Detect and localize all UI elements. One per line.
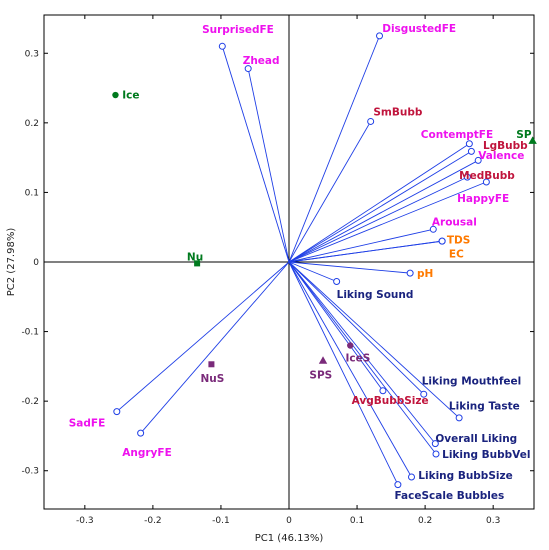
label-liking-taste: Liking Taste (449, 400, 520, 412)
label-surprisedfe: SurprisedFE (202, 24, 274, 36)
vector-valence (288, 160, 479, 263)
loading-point-lgbubb (467, 147, 475, 155)
label-zhead: Zhead (243, 55, 280, 67)
x-tick-label: 0.3 (486, 516, 500, 526)
loading-point-disgustedfe (376, 32, 384, 40)
x-tick-label: -0.1 (212, 516, 230, 526)
label-overall-liking: Overall Liking (435, 433, 517, 445)
label-lgbubb: LgBubb (483, 140, 528, 152)
vector-facescale-bubbles (288, 261, 399, 485)
loading-point-facescale-bubbles (394, 481, 402, 489)
label-disgustedfe: DisgustedFE (382, 23, 456, 35)
sample-label-sp: SP (516, 129, 532, 141)
y-tick-label: -0.2 (21, 397, 39, 407)
sample-marker-ice (112, 91, 119, 99)
vector-happyfe (288, 181, 487, 263)
loading-point-happyfe (482, 178, 490, 186)
y-tick-label: 0.3 (25, 49, 39, 59)
y-tick-label: -0.3 (21, 467, 39, 477)
sample-label-ices: IceS (345, 352, 370, 364)
loading-point-avgbubbsize (379, 387, 387, 395)
loading-point-arousal (429, 225, 437, 233)
sample-label-nus: NuS (201, 373, 225, 385)
label-smbubb: SmBubb (373, 107, 422, 119)
label-liking-bubbvel: Liking BubbVel (442, 449, 530, 461)
label-sadfe: SadFE (69, 418, 106, 430)
loading-point-liking-mouthfeel (420, 390, 428, 398)
label-happyfe: HappyFE (457, 193, 509, 205)
label-liking-mouthfeel: Liking Mouthfeel (422, 375, 522, 387)
vector-liking-mouthfeel (288, 261, 425, 395)
loading-point-smbubb (367, 117, 375, 125)
label-contemptfe: ContemptFE (421, 129, 493, 141)
x-tick-label: 0 (286, 516, 292, 526)
x-tick-label: 0.2 (418, 516, 432, 526)
vector-smbubb (288, 121, 372, 263)
sample-marker-ices (347, 342, 354, 349)
label-liking-sound: Liking Sound (337, 289, 414, 301)
loading-point-liking-bubbvel (432, 450, 440, 458)
vector-lgbubb (288, 150, 472, 263)
vector-liking-bubbsize (288, 261, 412, 478)
vector-liking-taste (288, 261, 460, 419)
vector-surprisedfe (221, 46, 290, 263)
y-tick-label: 0.2 (25, 119, 39, 129)
label-medbubb: MedBubb (459, 170, 515, 182)
label-avgbubbsize: AvgBubbSize (352, 395, 429, 407)
loading-point-overall-liking (431, 440, 439, 448)
label-tds: TDS (447, 235, 470, 247)
x-axis-title: PC1 (46.13%) (255, 533, 324, 544)
vector-overall-liking (288, 261, 436, 444)
point-labels: SurprisedFE Zhead DisgustedFE SmBubb Contemp… (69, 23, 532, 502)
sample-label-nu: Nu (187, 251, 203, 263)
loading-point-zhead (244, 65, 252, 73)
sample-marker-sp (528, 136, 537, 144)
x-tick-label: -0.3 (76, 516, 94, 526)
label-valence: Valence (478, 150, 524, 162)
vector-sadfe (116, 261, 290, 412)
y-tick-label: 0 (33, 258, 39, 268)
sample-label-sps: SPS (309, 370, 332, 382)
vector-disgustedfe (288, 35, 380, 263)
vector-ec (288, 240, 443, 263)
vector-avgbubbsize (288, 261, 384, 391)
loading-vectors (113, 32, 490, 489)
loading-point-valence (474, 156, 482, 164)
loading-point-contemptfe (465, 140, 473, 148)
loading-point-liking-sound (333, 277, 341, 285)
vector-liking-sound (288, 261, 337, 282)
loading-point-ph (406, 269, 414, 277)
vector-zhead (247, 68, 290, 263)
sample-marker-nu (194, 260, 201, 267)
loading-point-angryfe (137, 429, 145, 437)
vector-liking-bubbvel (288, 261, 437, 455)
vector-arousal (288, 228, 434, 263)
label-ec: EC (449, 249, 464, 261)
sample-marker-nus (208, 361, 215, 368)
x-tick-label: 0.1 (350, 516, 364, 526)
y-tick-label: 0.1 (25, 188, 39, 198)
sample-label-ice: Ice (122, 89, 139, 101)
loading-point-liking-bubbsize (408, 473, 415, 481)
loading-point-ec (438, 237, 446, 245)
loading-point-sadfe (113, 408, 121, 416)
vector-angryfe (140, 261, 290, 434)
y-axis-title: PC2 (27.98%) (6, 228, 17, 297)
label-ph: pH (417, 268, 433, 280)
sample-markers (112, 91, 537, 368)
vector-contemptfe (288, 143, 470, 263)
label-liking-bubbsize: Liking BubbSize (418, 470, 512, 482)
loading-point-surprisedfe (218, 42, 226, 50)
sample-marker-sps (318, 356, 328, 364)
loading-point-liking-taste (455, 414, 463, 422)
label-angryfe: AngryFE (122, 447, 172, 459)
y-tick-label: -0.1 (21, 328, 39, 338)
vector-medbubb (288, 176, 468, 263)
x-tick-label: -0.2 (144, 516, 162, 526)
label-facescale-bubbles: FaceScale Bubbles (394, 490, 504, 502)
loading-point-medbubb (463, 173, 471, 181)
label-arousal: Arousal (432, 217, 477, 229)
vector-ph (288, 261, 411, 274)
